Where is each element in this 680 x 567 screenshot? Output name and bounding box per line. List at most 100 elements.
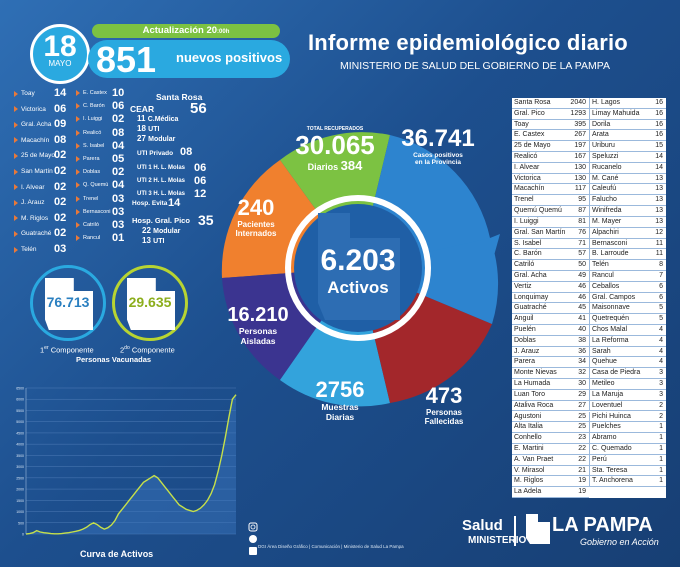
- chart-tick-label: 4500: [16, 431, 24, 435]
- table-row: Perú 1: [589, 454, 666, 466]
- arrow-icon: [14, 137, 18, 144]
- arrow-icon: [76, 90, 80, 96]
- table-row: C. Barón 57: [512, 249, 589, 261]
- table-locality: Puelén: [514, 326, 536, 334]
- table-count: 4: [659, 358, 663, 366]
- table-count: 50: [578, 261, 586, 269]
- table-row: S. Isabel 71: [512, 239, 589, 250]
- table-row: M. Riglos 19: [512, 476, 589, 488]
- uti1-label: UTI 1 H. L. Molas: [137, 165, 186, 171]
- chart-tick-label: 5500: [16, 409, 24, 413]
- table-row: B. Larroude 11: [589, 249, 666, 261]
- table-count: 16: [655, 131, 663, 139]
- chart-tick-label: 6500: [16, 387, 24, 391]
- table-row: Victorica 130: [512, 174, 589, 185]
- table-count: 3: [659, 380, 663, 388]
- locality-mid-row: Q. Quemú: [76, 182, 108, 189]
- locality-name: Macachín: [21, 136, 50, 144]
- vaccine-second-circle: 29.635: [112, 265, 188, 341]
- table-count: 267: [574, 131, 586, 139]
- table-row: Dorila 16: [589, 119, 666, 131]
- chart-tick-label: 1500: [16, 499, 24, 503]
- active-label: Activos: [327, 278, 389, 297]
- recovered-label: TOTAL RECUPERADOS: [306, 126, 364, 132]
- table-count: 71: [578, 239, 586, 247]
- arrow-icon: [76, 222, 80, 228]
- uti-privado-label: UTI Privado: [137, 150, 174, 157]
- wheel-ring: [285, 195, 431, 341]
- table-locality: Parera: [514, 358, 536, 366]
- pico-modular-row: 22 Modular: [142, 226, 180, 235]
- table-row: Gral. Campos 6: [589, 292, 666, 304]
- chart-tick-label: 1000: [16, 510, 24, 514]
- table-locality: La Humada: [514, 380, 551, 388]
- table-count: 5: [659, 304, 663, 312]
- locality-value: 10: [112, 87, 125, 99]
- locality-mid-row: Realicó: [76, 129, 101, 136]
- tests-label2: Diarias: [325, 412, 355, 422]
- chart-area: [26, 394, 236, 534]
- table-locality: I. Alvear: [514, 163, 540, 171]
- table-locality: V. Mirasol: [514, 466, 545, 474]
- table-row: Monte Nievas 32: [512, 368, 589, 380]
- table-count: 4: [659, 336, 663, 344]
- chart-tick-label: 2500: [16, 476, 24, 480]
- table-count: 32: [578, 369, 586, 377]
- table-locality: Quemú Quemú: [514, 207, 562, 215]
- table-locality: Rucanelo: [592, 163, 622, 171]
- table-locality: Dorila: [592, 120, 611, 128]
- locality-mid-row: Rancul: [76, 235, 100, 242]
- isolated-box: 16.210 Personas Aisladas: [212, 304, 304, 346]
- table-locality: Caleufú: [592, 185, 617, 193]
- recovered-daily: Diarios 384: [307, 158, 363, 173]
- locality-mid-row: Trenel: [76, 195, 98, 202]
- table-locality: C. Quemado: [592, 444, 632, 452]
- tests-label1: Muestras: [321, 402, 359, 412]
- arrow-icon: [14, 106, 18, 113]
- locality-value: 08: [54, 133, 67, 146]
- table-row: Casa de Piedra 3: [589, 368, 666, 380]
- table-locality: Realicó: [514, 153, 538, 161]
- table-row: I. Luiggi 81: [512, 217, 589, 228]
- locality-left-row: I. Alvear: [14, 184, 44, 191]
- table-row: Chos Malal 4: [589, 325, 666, 336]
- table-locality: M. Cané: [592, 174, 619, 182]
- uti2-label: UTI 2 H. L. Molas: [137, 178, 186, 184]
- arrow-icon: [76, 142, 80, 149]
- table-locality: Agustoni: [514, 412, 542, 420]
- table-locality: Ataliva Roca: [514, 401, 554, 409]
- uti2-value: 06: [194, 175, 207, 187]
- table-locality: B. Larroude: [592, 250, 629, 258]
- locality-name: Catriló: [83, 222, 99, 228]
- table-count: 95: [578, 196, 586, 204]
- table-row: Realicó 167: [512, 152, 589, 163]
- table-count: 1: [659, 423, 663, 431]
- table-count: 45: [578, 304, 586, 312]
- cear-uti-value: 18: [137, 124, 146, 133]
- table-row: Alta Italia 25: [512, 422, 589, 434]
- table-count: 6: [659, 293, 663, 301]
- locality-name: M. Riglos: [21, 214, 49, 222]
- date-month: MAYO: [48, 59, 72, 68]
- table-locality: Rancul: [592, 271, 614, 279]
- arrow-icon: [76, 182, 80, 189]
- table-locality: Luan Toro: [514, 390, 546, 398]
- table-count: 130: [574, 174, 586, 182]
- la-pampa-logo-icon: [526, 514, 550, 544]
- table-row: Loventuel 2: [589, 400, 666, 412]
- pico-uti-label: UTI: [153, 238, 165, 245]
- date-badge: 18 MAYO: [30, 24, 90, 84]
- table-locality: S. Isabel: [514, 239, 542, 247]
- santa-rosa-total: 56: [190, 100, 207, 117]
- table-locality: Speluzzi: [592, 153, 619, 161]
- table-locality: Falucho: [592, 196, 617, 204]
- uti3-value: 12: [194, 188, 207, 200]
- table-row: Vertiz 46: [512, 282, 589, 293]
- table-locality: C. Barón: [514, 250, 542, 258]
- table-count: 15: [655, 142, 663, 150]
- table-row: Uriburu 15: [589, 141, 666, 153]
- table-count: 27: [578, 401, 586, 409]
- uti3-label: UTI 3 H. L. Molas: [137, 191, 186, 197]
- locality-name: San Martín: [21, 168, 53, 175]
- table-count: 81: [578, 217, 586, 225]
